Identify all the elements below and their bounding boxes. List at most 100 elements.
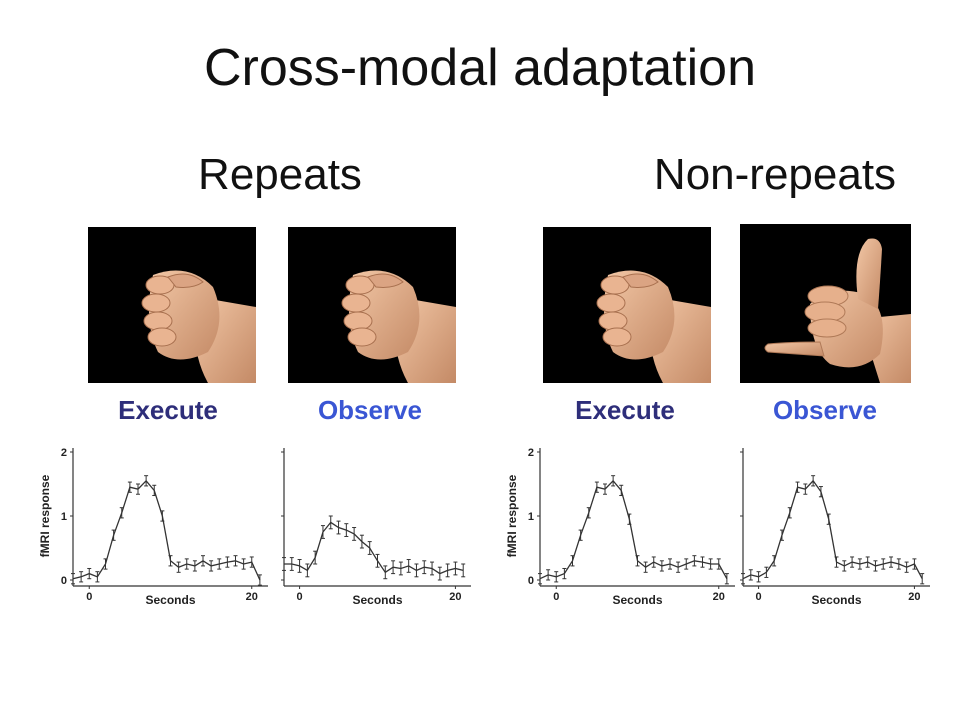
data-point-errorbar (803, 483, 808, 495)
data-point-errorbar (168, 555, 173, 567)
non-repeats-execute-fist-photo (543, 227, 711, 383)
data-point-errorbar (453, 561, 458, 576)
x-tick-label: 20 (246, 591, 258, 603)
data-point-errorbar (359, 534, 364, 549)
repeats-observe-fist-photo (288, 227, 456, 383)
x-axis-title: Seconds (145, 593, 195, 607)
data-point-errorbar (437, 566, 442, 581)
data-point-errorbar (708, 558, 713, 570)
series-line (539, 479, 728, 580)
non-repeats-heading: Non-repeats (653, 150, 897, 199)
x-tick-label: 0 (297, 591, 303, 603)
data-point-errorbar (692, 555, 697, 567)
data-point-errorbar (313, 550, 318, 565)
data-point-errorbar (398, 561, 403, 576)
data-point-errorbar (344, 523, 349, 537)
non-repeats-observe-gesture-photo (740, 224, 911, 383)
data-point-errorbar (619, 484, 624, 497)
data-point-errorbar (700, 556, 705, 568)
data-point-errorbar (144, 475, 149, 487)
data-point-errorbar (176, 561, 181, 573)
series-line (742, 479, 923, 580)
x-tick-label: 20 (449, 591, 461, 603)
data-point-errorbar (233, 555, 238, 567)
data-point-errorbar (367, 541, 372, 555)
data-point-errorbar (904, 561, 909, 573)
data-point-errorbar (546, 569, 551, 581)
data-point-errorbar (578, 529, 583, 541)
x-tick-label: 20 (908, 591, 920, 603)
data-point-errorbar (328, 515, 333, 530)
data-point-errorbar (152, 484, 157, 497)
x-axis-title: Seconds (352, 593, 402, 607)
data-point-errorbar (896, 558, 901, 570)
data-point-errorbar (716, 558, 721, 570)
data-point-errorbar (445, 563, 450, 578)
data-point-errorbar (119, 507, 124, 519)
slide-title: Cross-modal adaptation (203, 39, 757, 97)
data-point-errorbar (643, 561, 648, 573)
series-line (284, 521, 464, 575)
data-point-errorbar (225, 556, 230, 568)
y-tick-label: 2 (61, 447, 67, 459)
data-point-errorbar (111, 529, 116, 541)
data-point-errorbar (586, 507, 591, 519)
data-point-errorbar (635, 555, 640, 567)
data-point-errorbar (668, 558, 672, 570)
chart-non-repeats-execute: 0 1 2 0 20 Seconds fMRI response (505, 440, 740, 610)
non-repeats-observe-label: Observe (772, 395, 878, 425)
data-point-errorbar (297, 559, 302, 573)
data-point-errorbar (741, 573, 745, 585)
repeats-execute-fist-photo (88, 227, 256, 383)
data-point-errorbar (562, 567, 567, 580)
data-point-errorbar (305, 563, 310, 578)
data-point-errorbar (811, 475, 816, 487)
chart-repeats-execute: 0 1 2 0 20 Seconds fMRI response (38, 440, 273, 610)
data-point-errorbar (217, 558, 222, 570)
data-point-errorbar (103, 558, 108, 570)
data-point-errorbar (594, 481, 599, 493)
data-point-errorbar (724, 573, 729, 585)
non-repeats-execute-label: Execute (575, 395, 675, 425)
data-point-errorbar (391, 560, 396, 575)
data-point-errorbar (611, 475, 616, 487)
x-tick-label: 0 (553, 591, 559, 603)
data-point-errorbar (201, 555, 205, 567)
y-axis-title: fMRI response (38, 474, 52, 557)
data-point-errorbar (865, 556, 870, 568)
data-point-errorbar (430, 561, 435, 576)
data-point-errorbar (651, 556, 656, 568)
data-point-errorbar (257, 574, 262, 586)
data-point-errorbar (881, 558, 886, 570)
repeats-heading: Repeats (198, 150, 362, 199)
data-point-errorbar (538, 573, 542, 585)
y-axis-title: fMRI response (505, 474, 519, 557)
data-point-errorbar (375, 553, 380, 568)
data-point-errorbar (912, 558, 917, 570)
repeats-observe-label: Observe (317, 395, 423, 425)
x-tick-label: 20 (713, 591, 725, 603)
data-point-errorbar (79, 571, 84, 583)
data-point-errorbar (422, 560, 427, 575)
data-point-errorbar (127, 481, 132, 493)
data-point-errorbar (320, 525, 325, 539)
data-point-errorbar (787, 507, 792, 519)
chart-non-repeats-observe: 0 20 Seconds (735, 440, 935, 610)
data-point-errorbar (676, 561, 681, 573)
data-point-errorbar (95, 571, 100, 583)
data-point-errorbar (554, 571, 559, 583)
data-point-errorbar (873, 560, 878, 572)
data-point-errorbar (461, 563, 466, 578)
data-point-errorbar (920, 573, 925, 585)
y-tick-label: 0 (528, 575, 534, 587)
y-tick-label: 1 (61, 511, 67, 523)
data-point-errorbar (414, 563, 419, 578)
y-tick-label: 2 (528, 447, 534, 459)
data-point-errorbar (184, 558, 189, 570)
data-point-errorbar (71, 573, 75, 585)
data-point-errorbar (241, 558, 246, 570)
data-point-errorbar (889, 556, 894, 568)
x-tick-label: 0 (756, 591, 762, 603)
y-tick-label: 0 (61, 575, 67, 587)
data-point-errorbar (779, 529, 784, 541)
